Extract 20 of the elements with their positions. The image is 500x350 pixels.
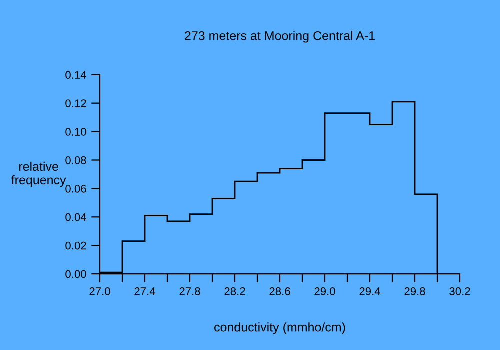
x-axis-title: conductivity (mmho/cm) (214, 322, 346, 334)
y-tick-label: 0.04 (66, 213, 86, 222)
y-tick-label: 0.14 (66, 71, 86, 80)
x-tick-label: 27.4 (134, 288, 156, 296)
y-tick-label: 0.06 (66, 184, 86, 193)
y-tick-label: 0.02 (66, 242, 86, 250)
x-tick-label: 27.0 (90, 288, 110, 296)
x-tick-label: 30.2 (450, 288, 470, 296)
x-tick-label: 28.6 (270, 288, 290, 296)
x-tick-label: 28.2 (224, 288, 246, 296)
x-tick-label: 29.0 (314, 288, 336, 296)
x-tick-label: 29.8 (404, 288, 426, 296)
y-tick-label: 0.12 (66, 100, 86, 108)
x-tick-label: 27.8 (180, 288, 200, 296)
y-tick-label: 0.10 (66, 128, 86, 136)
y-axis-title: relative frequency (12, 162, 66, 188)
y-tick-label: 0.00 (66, 270, 86, 278)
y-tick-label: 0.08 (66, 156, 86, 164)
chart-title: 273 meters at Mooring Central A-1 (185, 31, 375, 43)
x-tick-label: 29.4 (360, 288, 380, 296)
